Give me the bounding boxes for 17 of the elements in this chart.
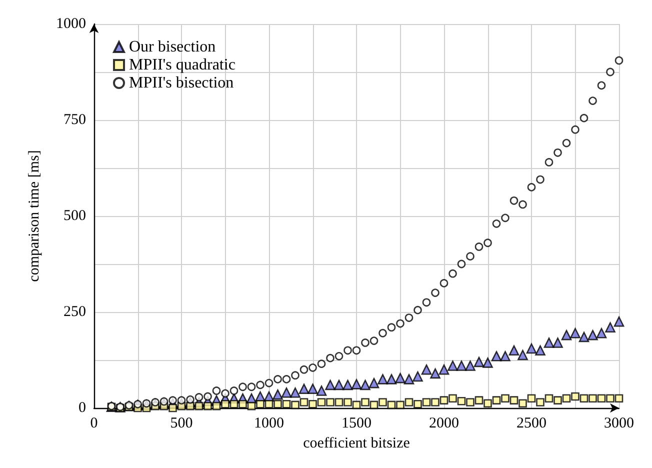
x-tick-label: 1000 [254, 416, 284, 432]
x-tick-label: 0 [90, 416, 98, 432]
legend-label: MPII's quadratic [129, 56, 236, 74]
x-tick-label: 2000 [429, 416, 459, 432]
y-tick-label: 0 [78, 400, 86, 416]
x-axis-title: coefficient bitsize [303, 435, 410, 452]
y-axis-title: comparison time [ms] [26, 150, 42, 282]
legend-label: MPII's bisection [129, 74, 234, 92]
x-tick-label: 2500 [516, 416, 546, 432]
y-tick-label: 500 [64, 208, 86, 224]
x-tick-label: 500 [170, 416, 193, 432]
y-tick-label: 1000 [56, 16, 86, 32]
y-tick-label: 750 [64, 112, 86, 128]
x-tick-label: 1500 [342, 416, 372, 432]
y-tick-label: 250 [64, 304, 86, 320]
x-tick-label: 3000 [604, 416, 634, 432]
legend-label: Our bisection [129, 38, 216, 56]
